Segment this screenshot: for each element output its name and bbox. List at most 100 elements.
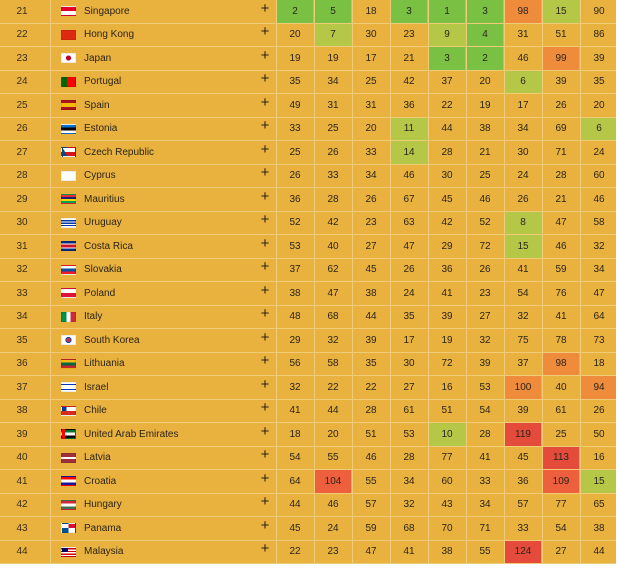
score-cell: 33 [314,164,351,187]
expand-plus-icon[interactable]: + [260,164,270,181]
country-cell: Uruguay [50,211,272,234]
country-name: Poland [84,287,116,299]
score-cell: 55 [466,540,503,563]
score-cell: 24 [504,164,541,187]
table-row[interactable]: 36 Lithuania +56 58 35 30 72 39 37 98 18 [0,352,620,376]
rank-cell: 38 [16,405,28,417]
score-cell: 43 [428,493,465,516]
score-cell: 17 [352,47,389,70]
score-cell: 61 [390,399,427,422]
expand-plus-icon[interactable]: + [260,281,270,299]
table-row[interactable]: 33 Poland +38 47 38 24 41 23 54 76 47 [0,282,620,306]
score-cell: 99 [542,47,579,70]
expand-plus-icon[interactable]: + [260,234,270,252]
table-row[interactable]: 32 Slovakia +37 62 45 26 36 26 41 59 34 [0,258,620,282]
expand-plus-icon[interactable]: + [260,375,270,393]
table-row[interactable]: 28 Cyprus +26 33 34 46 30 25 24 28 60 [0,164,620,188]
expand-plus-icon[interactable]: + [260,328,270,346]
score-cell: 71 [466,517,503,540]
page-edge [616,0,620,569]
score-cell: 90 [580,0,617,23]
score-cell: 98 [542,352,579,375]
score-cell: 68 [314,305,351,328]
expand-plus-icon[interactable]: + [260,0,270,17]
table-row[interactable]: 25 Spain +49 31 31 36 22 19 17 26 20 [0,94,620,118]
table-row[interactable]: 31 Costa Rica +53 40 27 47 29 72 15 46 32 [0,235,620,259]
country-name: Croatia [84,475,117,487]
expand-plus-icon[interactable]: + [260,422,270,440]
score-cell: 27 [466,305,503,328]
table-row[interactable]: 26 Estonia +33 25 20 11 44 38 34 69 6 [0,117,620,141]
score-cell: 23 [352,211,389,234]
flag-icon [61,358,76,369]
expand-plus-icon[interactable]: + [260,211,270,228]
table-row[interactable]: 22 Hong Kong +20 7 30 23 9 4 31 51 86 [0,23,620,47]
score-cell: 15 [542,0,579,23]
expand-plus-icon[interactable]: + [260,493,270,510]
flag-icon [61,405,76,416]
score-cell: 19 [276,47,313,70]
rank-cell: 40 [16,452,28,464]
score-cell: 104 [314,470,351,493]
table-row[interactable]: 37 Israel +32 22 22 27 16 53 100 40 94 [0,376,620,400]
score-cell: 46 [314,493,351,516]
score-cell: 54 [542,517,579,540]
expand-plus-icon[interactable]: + [260,469,270,487]
table-row[interactable]: 24 Portugal +35 34 25 42 37 20 6 39 35 [0,70,620,94]
score-cell: 27 [542,540,579,563]
score-cell: 54 [276,446,313,469]
table-row[interactable]: 39 United Arab Emirates +18 20 51 53 10 28 119 25… [0,423,620,447]
table-row[interactable]: 21 Singapore +2 5 18 3 1 3 98 15 90 [0,0,620,24]
expand-plus-icon[interactable]: + [260,305,270,322]
score-cell: 39 [352,329,389,352]
score-cell: 49 [276,94,313,117]
score-cell: 18 [352,0,389,23]
table-row[interactable]: 30 Uruguay +52 42 23 63 42 52 8 47 58 [0,211,620,235]
country-cell: Croatia [50,470,272,493]
table-row[interactable]: 38 Chile +41 44 28 61 51 54 39 61 26 [0,399,620,423]
score-cell: 36 [390,94,427,117]
score-cell: 32 [314,329,351,352]
expand-plus-icon[interactable]: + [260,46,270,64]
expand-plus-icon[interactable]: + [260,399,270,416]
score-cell: 34 [466,493,503,516]
expand-plus-icon[interactable]: + [260,352,270,369]
expand-plus-icon[interactable]: + [260,93,270,111]
rank-cell: 33 [16,287,28,299]
score-cell: 28 [542,164,579,187]
table-row[interactable]: 27 Czech Republic +25 26 33 14 28 21 30 71 24 [0,141,620,165]
score-cell: 1 [428,0,465,23]
score-cell: 53 [276,235,313,258]
table-row[interactable]: 41 Croatia +64 104 55 34 60 33 36 109 15 [0,470,620,494]
score-cell: 60 [428,470,465,493]
country-name: Chile [84,405,107,417]
expand-plus-icon[interactable]: + [260,117,270,134]
table-row[interactable]: 23 Japan +19 19 17 21 3 2 46 99 39 [0,47,620,71]
score-cell: 10 [428,423,465,446]
expand-plus-icon[interactable]: + [260,446,270,463]
expand-plus-icon[interactable]: + [260,516,270,534]
rank-cell: 43 [16,522,28,534]
table-row[interactable]: 40 Latvia +54 55 46 28 77 41 45 113 16 [0,446,620,470]
expand-plus-icon[interactable]: + [260,187,270,205]
score-cell: 28 [352,399,389,422]
country-cell: United Arab Emirates [50,423,272,446]
expand-plus-icon[interactable]: + [260,540,270,557]
score-cell: 32 [276,376,313,399]
score-cell: 25 [466,164,503,187]
table-row[interactable]: 29 Mauritius +36 28 26 67 45 46 26 21 46 [0,188,620,212]
table-row[interactable]: 43 Panama +45 24 59 68 70 71 33 54 38 [0,517,620,541]
score-cell: 39 [580,47,617,70]
expand-plus-icon[interactable]: + [260,70,270,87]
table-row[interactable]: 42 Hungary +44 46 57 32 43 34 57 77 65 [0,493,620,517]
flag-icon [61,194,76,205]
rank-cell: 30 [16,217,28,229]
table-row[interactable]: 34 Italy +48 68 44 35 39 27 32 41 64 [0,305,620,329]
flag-icon [61,499,76,510]
table-row[interactable]: 44 Malaysia +22 23 47 41 38 55 124 27 44 [0,540,620,564]
expand-plus-icon[interactable]: + [260,258,270,275]
expand-plus-icon[interactable]: + [260,23,270,40]
table-row[interactable]: 35 South Korea +29 32 39 17 19 32 75 78 73 [0,329,620,353]
expand-plus-icon[interactable]: + [260,140,270,158]
score-cell: 124 [504,540,541,563]
